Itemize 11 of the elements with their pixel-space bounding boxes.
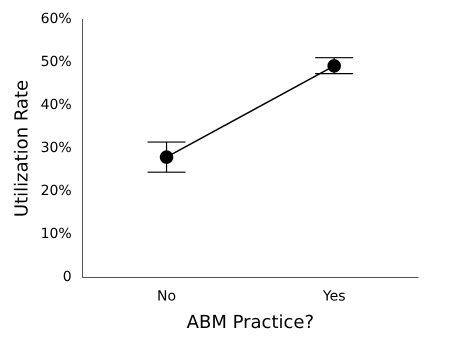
x-axis-title: ABM Practice? — [186, 312, 314, 333]
y-tick-label: 0 — [62, 269, 72, 286]
y-tick-label: 60% — [40, 11, 72, 28]
y-tick-label: 20% — [40, 183, 72, 200]
y-tick-label: 50% — [40, 54, 72, 70]
y-tick-label: 40% — [40, 97, 72, 114]
x-tick-label: Yes — [322, 288, 346, 305]
x-tick-label: No — [157, 288, 176, 305]
y-tick-label: 30% — [40, 140, 72, 156]
y-tick-label: 10% — [40, 226, 72, 242]
y-axis-title: Utilization Rate — [11, 80, 32, 218]
